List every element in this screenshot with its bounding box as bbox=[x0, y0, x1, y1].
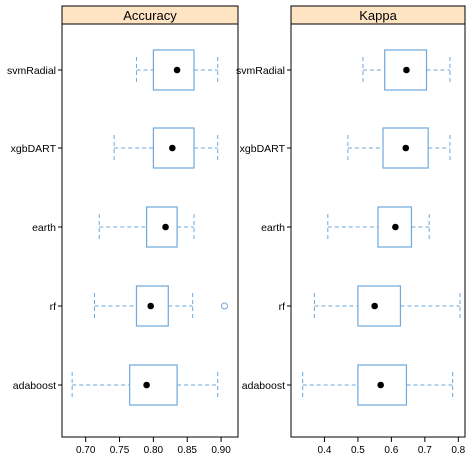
category-label: xgbDART bbox=[11, 143, 57, 155]
category-label: xgbDART bbox=[240, 143, 286, 155]
category-label: rf bbox=[50, 301, 56, 313]
category-label: earth bbox=[32, 222, 56, 234]
x-tick-label: 0.90 bbox=[211, 445, 231, 455]
category-label: adaboost bbox=[242, 380, 285, 392]
x-tick-label: 0.85 bbox=[177, 445, 197, 455]
median-point bbox=[377, 381, 384, 389]
box-iqr bbox=[357, 364, 408, 406]
category-label: earth bbox=[261, 222, 285, 234]
x-tick-label: 0.75 bbox=[110, 445, 130, 455]
category-label: svmRadial bbox=[236, 65, 285, 77]
panel-title: Accuracy bbox=[123, 8, 177, 23]
box-iqr bbox=[152, 49, 195, 91]
panel-frame bbox=[61, 23, 239, 438]
x-tick-label: 0.70 bbox=[76, 445, 96, 455]
box-iqr bbox=[129, 364, 178, 406]
median-point bbox=[402, 144, 410, 152]
median-point bbox=[371, 302, 378, 310]
box-iqr bbox=[377, 206, 413, 248]
x-tick-label: 0.80 bbox=[144, 445, 164, 455]
box-iqr bbox=[135, 285, 169, 327]
median-point bbox=[162, 223, 169, 231]
panel-title: Kappa bbox=[359, 8, 397, 23]
category-label: svmRadial bbox=[7, 65, 56, 77]
x-tick-label: 0.8 bbox=[451, 445, 465, 455]
x-tick-label: 0.4 bbox=[318, 445, 332, 455]
median-point bbox=[173, 66, 181, 74]
median-point bbox=[143, 381, 150, 389]
x-tick-label: 0.7 bbox=[418, 445, 432, 455]
x-tick-label: 0.5 bbox=[351, 445, 365, 455]
category-label: adaboost bbox=[13, 380, 56, 392]
x-tick-label: 0.6 bbox=[384, 445, 398, 455]
category-label: rf bbox=[279, 301, 285, 313]
box-iqr bbox=[152, 127, 195, 169]
panel-frame bbox=[290, 23, 466, 438]
box-iqr bbox=[146, 206, 178, 248]
box-iqr bbox=[382, 127, 429, 169]
median-point bbox=[169, 144, 176, 152]
outlier-point bbox=[220, 302, 228, 310]
box-iqr bbox=[357, 285, 402, 327]
box-iqr bbox=[384, 49, 428, 91]
median-point bbox=[147, 302, 154, 310]
median-point bbox=[403, 66, 410, 74]
median-point bbox=[392, 223, 399, 231]
